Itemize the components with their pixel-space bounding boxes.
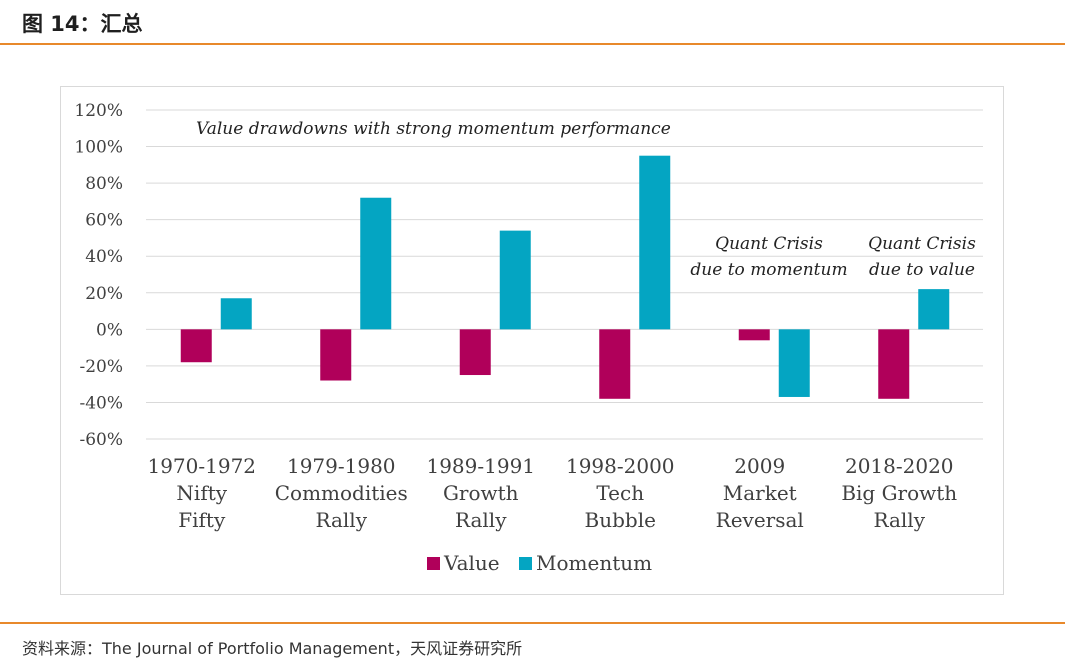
x-category-label: 1989-1991 — [426, 454, 535, 478]
bar-value — [599, 329, 631, 399]
y-tick-label: -20% — [79, 357, 123, 377]
x-category-label: Bubble — [585, 508, 656, 532]
y-tick-label: 20% — [85, 284, 123, 304]
bar-momentum — [499, 230, 531, 330]
x-category-label: Reversal — [716, 508, 804, 532]
source-note: 资料来源：The Journal of Portfolio Management… — [22, 635, 522, 659]
x-category-label: Commodities — [275, 481, 408, 505]
y-tick-label: 0% — [96, 320, 123, 340]
chart-annotation: Quant Crisis — [868, 234, 976, 254]
x-category-label: Nifty — [176, 481, 227, 505]
x-category-label: 2018-2020 — [845, 454, 954, 478]
y-tick-label: 100% — [74, 138, 123, 158]
x-category-label: Big Growth — [841, 481, 957, 505]
x-category-label: Fifty — [178, 508, 226, 532]
bar-chart: -60% -40% -20% 0% 20% 40% 60% 80% 100% 120% 1970-1… — [74, 101, 983, 575]
y-tick-label: 60% — [85, 211, 123, 231]
bar-value — [180, 329, 212, 363]
bar-momentum — [778, 329, 810, 397]
legend-swatch-value — [427, 557, 440, 570]
y-tick-label: -60% — [79, 430, 123, 450]
legend-label-momentum: Momentum — [536, 551, 652, 575]
bar-momentum — [918, 289, 950, 330]
bar-value — [459, 329, 491, 376]
y-tick-label: 40% — [85, 247, 123, 267]
footer-divider — [0, 622, 1065, 624]
bar-value — [878, 329, 910, 399]
x-category-label: Market — [723, 481, 797, 505]
x-category-label: 2009 — [734, 454, 785, 478]
chart-annotation: Value drawdowns with strong momentum per… — [196, 119, 671, 139]
x-category-label: Growth — [443, 481, 519, 505]
y-tick-label: 120% — [74, 101, 123, 121]
source-text: The Journal of Portfolio Management，天风证券… — [102, 639, 523, 658]
bar-value — [738, 329, 770, 341]
header-divider — [0, 43, 1065, 45]
source-label: 资料来源： — [22, 639, 103, 658]
y-tick-label: 80% — [85, 174, 123, 194]
x-category-label: Rally — [455, 508, 507, 532]
legend-swatch-momentum — [519, 557, 532, 570]
x-category-label: 1979-1980 — [287, 454, 396, 478]
bar-momentum — [220, 298, 252, 330]
x-category-label: 1998-2000 — [566, 454, 675, 478]
bar-momentum — [639, 155, 671, 330]
page-title: 图 14：汇总 — [22, 12, 143, 36]
x-category-label: Rally — [873, 508, 925, 532]
bar-momentum — [360, 197, 392, 330]
bar-value — [320, 329, 352, 381]
chart-annotation: due to momentum — [690, 260, 847, 280]
y-tick-label: -40% — [79, 393, 123, 413]
chart-annotation: Quant Crisis — [715, 234, 823, 254]
chart-frame: -60% -40% -20% 0% 20% 40% 60% 80% 100% 120% 1970-1… — [60, 86, 1004, 595]
x-category-label: 1970-1972 — [147, 454, 256, 478]
legend-label-value: Value — [443, 551, 500, 575]
x-category-label: Rally — [315, 508, 367, 532]
x-category-label: Tech — [596, 481, 644, 505]
chart-annotation: due to value — [869, 260, 975, 280]
